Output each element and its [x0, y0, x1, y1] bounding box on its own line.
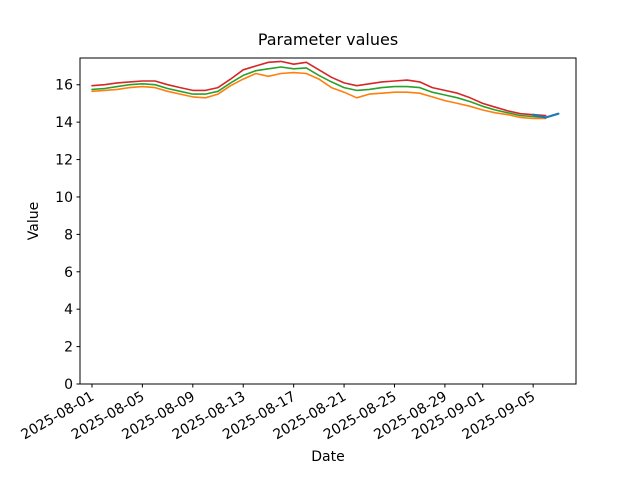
y-tick-label: 10 [55, 190, 73, 206]
y-tick-label: 4 [64, 302, 73, 318]
y-tick-label: 6 [64, 265, 73, 281]
series-green-line [91, 66, 547, 119]
y-tick-label: 8 [64, 227, 73, 243]
plot-area [80, 58, 576, 384]
x-axis-label: Date [311, 449, 344, 465]
y-axis-label: Value [26, 202, 42, 240]
series-red-line [91, 60, 547, 117]
y-tick-label: 2 [64, 340, 73, 356]
y-tick-label: 16 [55, 78, 73, 94]
axes-frame [79, 57, 577, 385]
y-tick-label: 14 [55, 115, 73, 131]
series-blue-line [531, 112, 560, 119]
series-lines [91, 60, 560, 120]
series-orange-line [91, 71, 547, 120]
y-tick-label: 12 [55, 153, 73, 169]
y-tick-label: 0 [64, 377, 73, 393]
chart-title: Parameter values [258, 30, 398, 49]
